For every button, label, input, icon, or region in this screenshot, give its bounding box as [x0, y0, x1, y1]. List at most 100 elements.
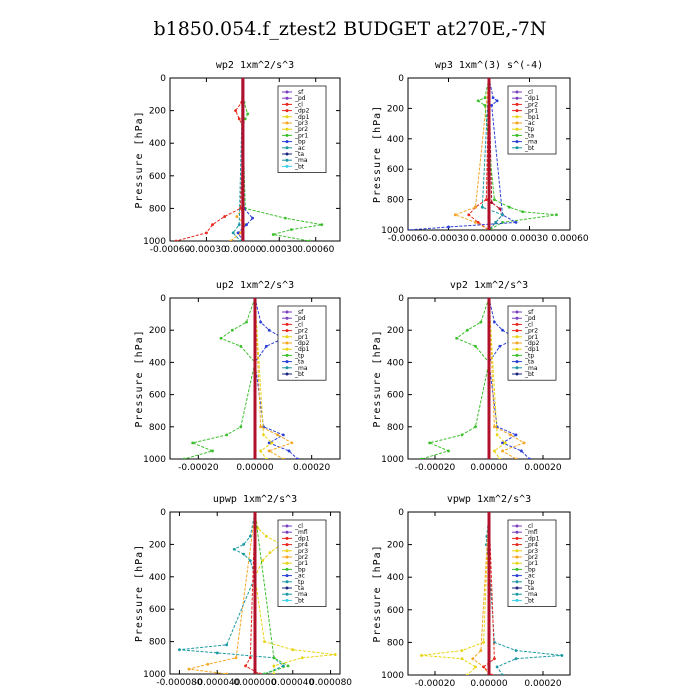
- data-point: [225, 672, 229, 674]
- data-point: [211, 449, 214, 453]
- x-tick-label: 0.000000: [234, 678, 277, 688]
- legend-marker: [285, 310, 289, 314]
- chart-panel-4: vp2 1xm^2/s^3 Pressure [hPa] 0 200 400 600 800…: [372, 280, 571, 473]
- legend-marker: [515, 580, 519, 584]
- chart-panel-5: upwp 1xm^2/s^3 Pressure [hPa] 0 200 400 600 80…: [134, 494, 352, 688]
- data-point: [498, 344, 502, 348]
- legend-marker: [515, 574, 519, 578]
- legend-marker: [515, 133, 519, 137]
- data-point: [268, 551, 272, 554]
- series-line-bp1: [408, 78, 518, 230]
- legend-marker: [515, 127, 519, 131]
- legend-label: _sf: [294, 89, 304, 96]
- data-point: [555, 213, 558, 217]
- legend-marker: [515, 555, 519, 559]
- legend-label: _ac: [524, 573, 535, 580]
- series-line-tp: [488, 298, 530, 459]
- series-line-bp: [254, 512, 290, 674]
- data-point: [242, 552, 246, 556]
- data-point: [267, 328, 271, 332]
- data-point: [246, 112, 250, 116]
- legend-marker: [515, 360, 519, 364]
- data-point: [267, 449, 271, 453]
- legend-label: _pr1: [294, 560, 308, 567]
- data-point: [490, 103, 494, 107]
- legend-marker: [285, 598, 289, 602]
- legend-label: _pr1: [524, 560, 538, 567]
- legend-marker: [515, 567, 519, 571]
- x-tick-label: -0.00060: [388, 234, 429, 244]
- chart-title: vpwp 1xm^2/s^3: [447, 494, 531, 505]
- y-tick-label: 0: [398, 508, 404, 518]
- legend-marker: [515, 524, 519, 528]
- data-point: [494, 221, 498, 224]
- data-point: [296, 457, 299, 459]
- data-point: [281, 457, 285, 459]
- x-tick-label: 0.00030: [511, 234, 548, 244]
- data-point: [290, 228, 293, 231]
- legend-label: _sf: [524, 309, 534, 316]
- y-tick-label: 200: [149, 326, 166, 336]
- data-point: [493, 320, 496, 324]
- data-point: [476, 99, 480, 103]
- legend-label: _pr2: [294, 328, 308, 335]
- legend-marker: [285, 152, 289, 156]
- legend-marker: [515, 140, 519, 144]
- legend-label: _ta: [294, 151, 304, 158]
- data-point: [509, 433, 512, 437]
- data-point: [264, 344, 268, 348]
- data-point: [243, 117, 247, 121]
- chart-title: vp2 1xm^2/s^3: [450, 280, 528, 291]
- legend-marker: [515, 146, 519, 150]
- legend-marker: [515, 310, 519, 314]
- legend-marker: [285, 115, 289, 119]
- legend-marker: [515, 329, 519, 333]
- data-point: [514, 649, 518, 652]
- series-line-pr1: [188, 512, 256, 674]
- legend-marker: [515, 366, 519, 370]
- data-point: [259, 425, 263, 429]
- legend-marker: [285, 335, 289, 339]
- data-point: [187, 667, 191, 671]
- legend-marker: [515, 96, 519, 100]
- legend-marker: [285, 109, 289, 113]
- data-point: [420, 457, 423, 459]
- legend-label: _bp: [294, 566, 306, 573]
- data-point: [333, 653, 337, 656]
- data-point: [514, 657, 518, 661]
- data-point: [276, 433, 280, 437]
- y-tick-label: 200: [149, 107, 166, 117]
- legend-marker: [285, 530, 289, 534]
- data-point: [501, 213, 504, 217]
- data-point: [495, 665, 499, 669]
- data-point: [408, 228, 410, 230]
- y-tick-label: 800: [149, 423, 166, 433]
- legend-label: _ma: [294, 365, 308, 372]
- data-point: [231, 231, 235, 235]
- series-line-pr2: [421, 512, 490, 675]
- y-tick-label: 600: [387, 606, 404, 616]
- legend-label: _dp1: [294, 535, 310, 542]
- legend-label: _tp: [294, 579, 304, 586]
- x-tick-label: 0.00000: [470, 234, 507, 244]
- legend-marker: [285, 102, 289, 106]
- data-point: [234, 656, 238, 660]
- x-tick-label: 0.000080: [309, 678, 352, 688]
- legend-label: _mfl: [524, 529, 538, 536]
- data-point: [178, 648, 181, 652]
- data-point: [259, 320, 263, 324]
- data-point: [272, 656, 276, 660]
- legend-marker: [515, 536, 519, 540]
- series-group: [408, 78, 558, 230]
- data-point: [476, 221, 480, 224]
- x-tick-label: 0.00030: [261, 245, 298, 255]
- x-tick-label: 0.00060: [297, 245, 334, 255]
- legend-marker: [285, 543, 289, 547]
- y-tick-label: 0: [160, 508, 166, 518]
- y-axis-label: Pressure [hPa]: [372, 544, 383, 642]
- data-point: [191, 441, 195, 445]
- data-point: [483, 103, 487, 107]
- data-point: [236, 231, 240, 235]
- y-tick-label: 800: [387, 423, 404, 433]
